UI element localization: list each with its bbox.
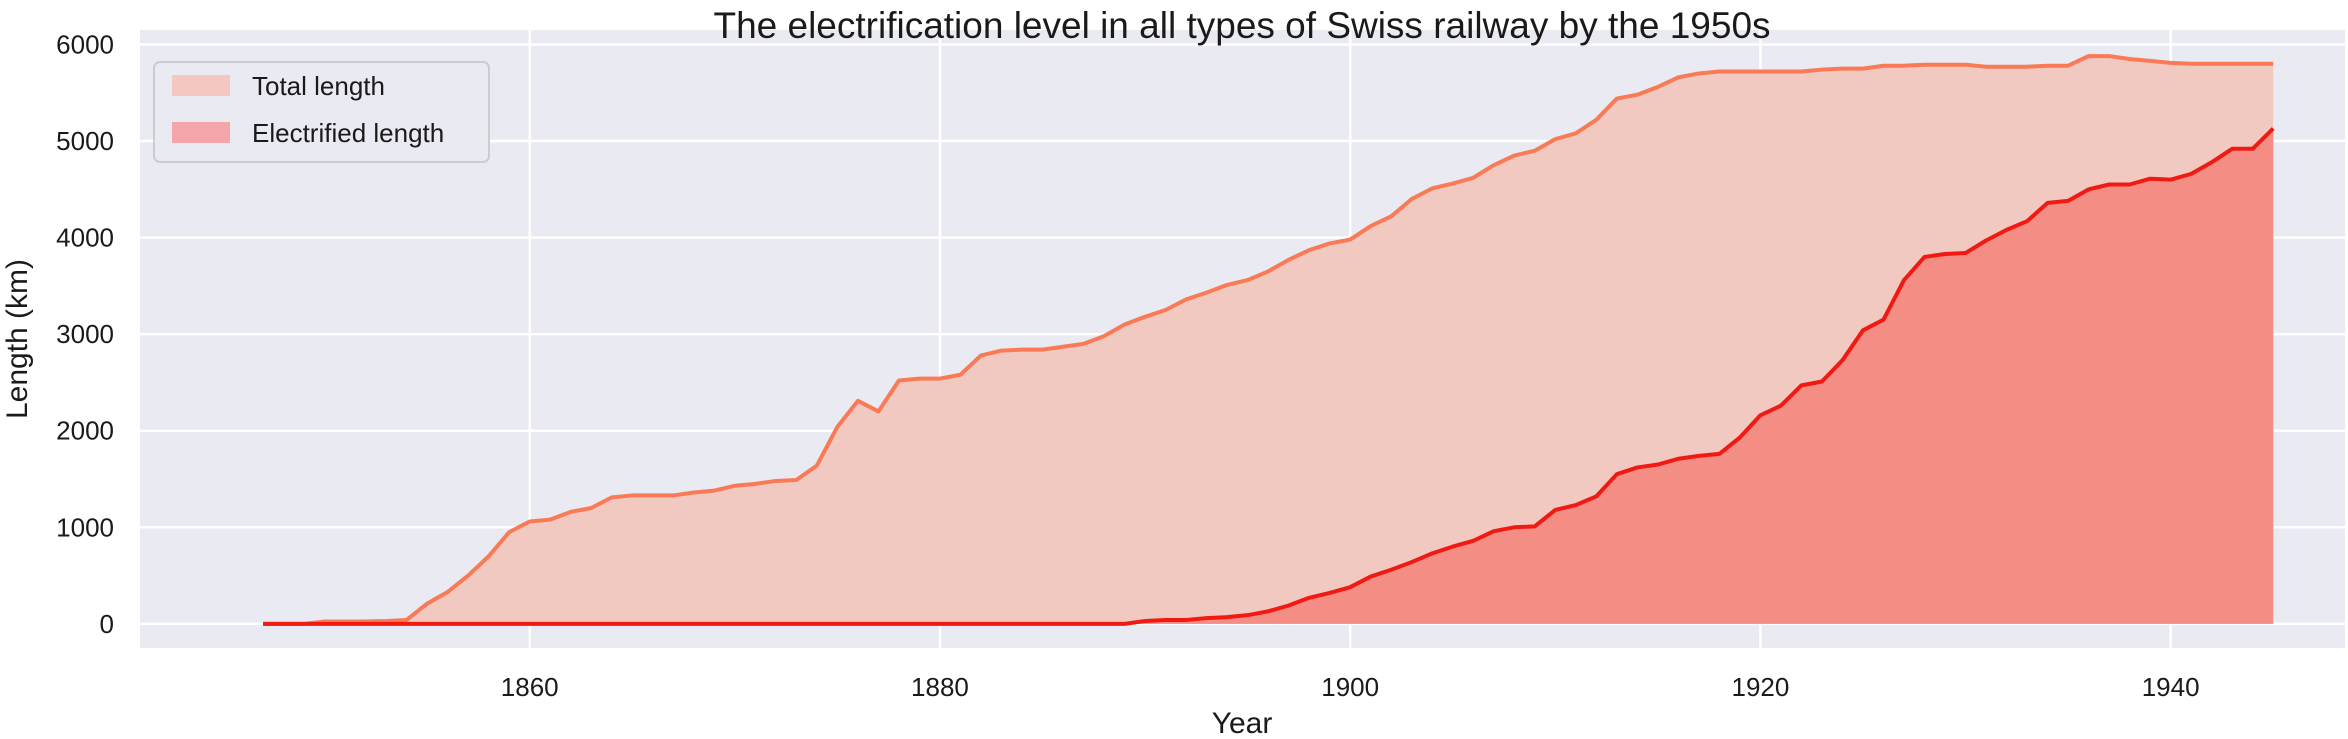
legend-swatch-total — [172, 75, 230, 96]
x-tick-label: 1940 — [2142, 672, 2200, 702]
y-tick-label: 0 — [100, 609, 114, 639]
legend-label-total: Total length — [252, 71, 385, 101]
x-axis-label: Year — [1212, 707, 1273, 739]
x-tick-label: 1900 — [1321, 672, 1379, 702]
chart-title: The electrification level in all types o… — [713, 5, 1770, 46]
y-axis-label: Length (km) — [1, 259, 34, 419]
series-line-total — [263, 54, 2274, 626]
x-tick-label: 1860 — [501, 672, 559, 702]
y-tick-label: 2000 — [56, 416, 114, 446]
y-tick-label: 6000 — [56, 29, 114, 59]
legend-label-electrified: Electrified length — [252, 118, 444, 148]
y-tick-label: 5000 — [56, 126, 114, 156]
y-tick-label: 3000 — [56, 319, 114, 349]
x-tick-label: 1920 — [1731, 672, 1789, 702]
series-line-electrified — [263, 127, 2275, 626]
legend: Total length Electrified length — [153, 61, 490, 163]
legend-box — [153, 61, 490, 163]
legend-swatch-electrified — [172, 122, 230, 143]
area-fill-electrified — [263, 128, 2274, 624]
y-tick-label: 1000 — [56, 512, 114, 542]
area-series — [263, 54, 2275, 626]
x-tick-label: 1880 — [911, 672, 969, 702]
tick-labels: 1860 1880 1900 1920 1940 0 1000 2000 3000 4000 500… — [56, 29, 2199, 702]
y-tick-label: 4000 — [56, 223, 114, 253]
